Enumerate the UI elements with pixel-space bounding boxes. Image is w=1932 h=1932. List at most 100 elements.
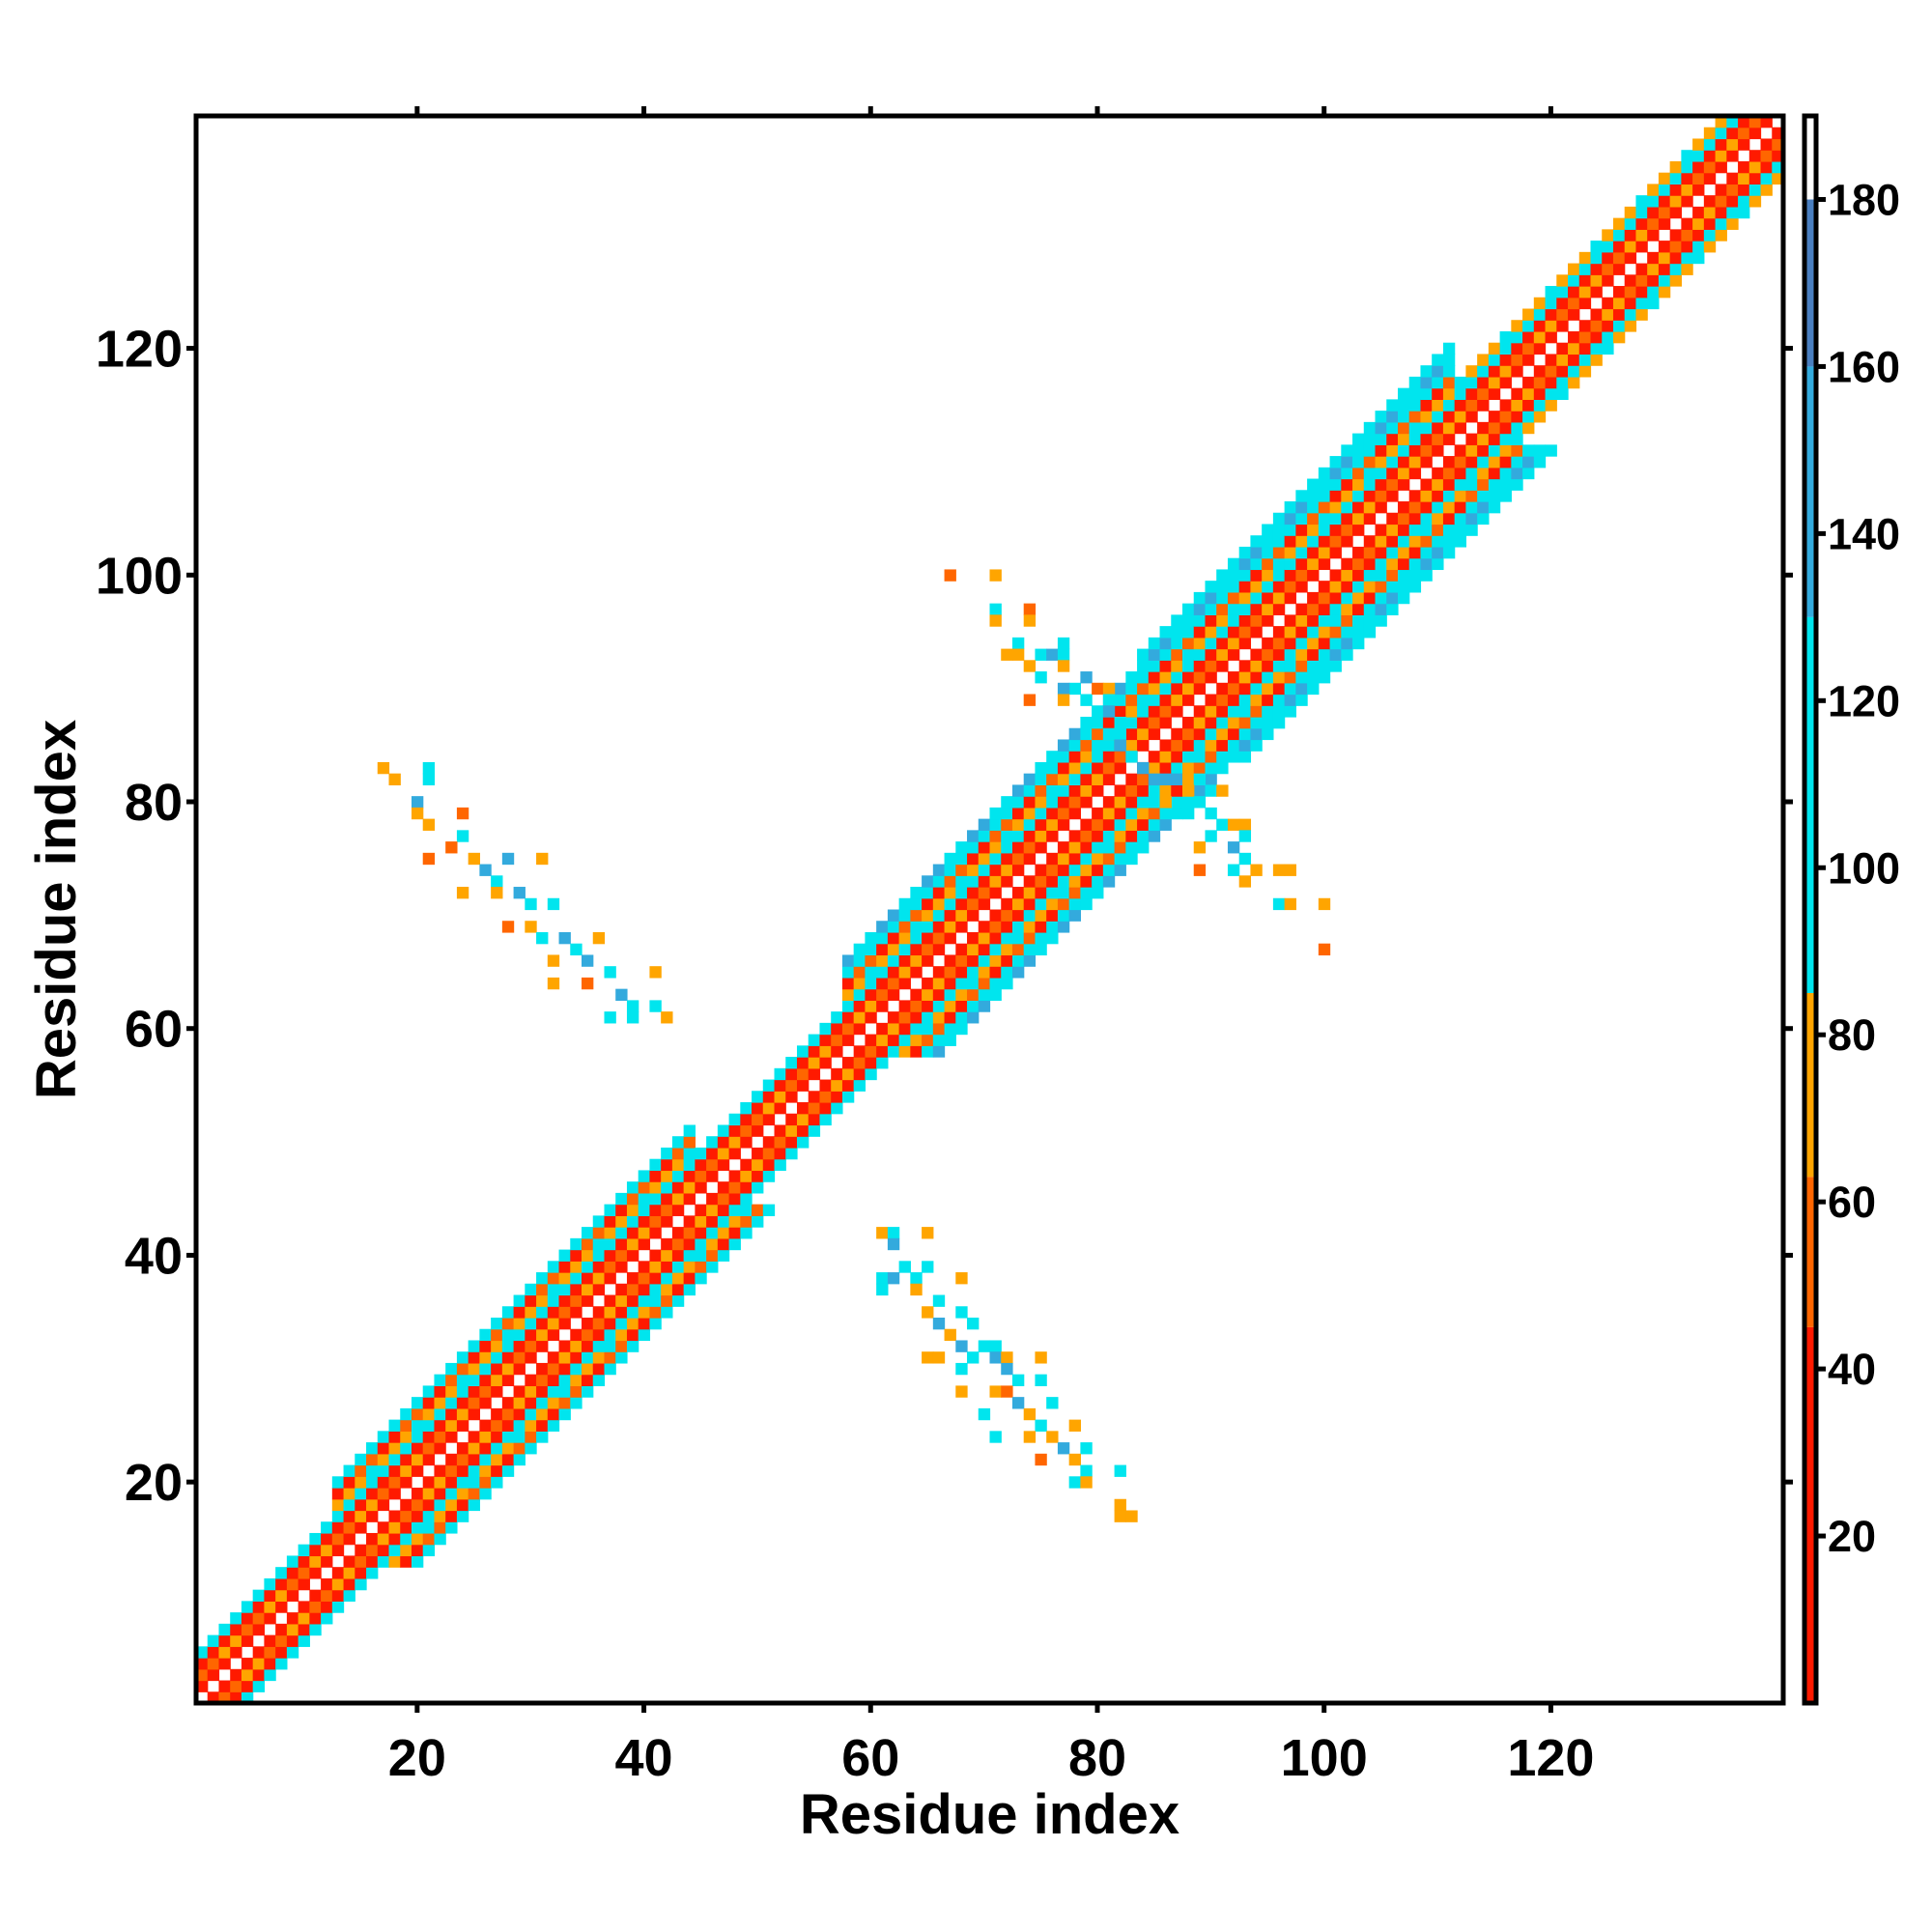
heatmap-cell: [1238, 705, 1252, 718]
heatmap-cell: [967, 943, 980, 956]
heatmap-cell: [865, 977, 877, 990]
heatmap-cell: [1568, 263, 1580, 275]
heatmap-cell: [570, 1340, 582, 1352]
heatmap-cell: [570, 943, 582, 956]
heatmap-cell: [649, 1283, 662, 1296]
heatmap-cell: [582, 1237, 594, 1251]
heatmap-cell: [558, 1385, 571, 1398]
heatmap-cell: [638, 1261, 651, 1273]
heatmap-cell: [1477, 376, 1490, 389]
heatmap-cell: [445, 1464, 458, 1477]
heatmap-cell: [1171, 626, 1183, 639]
heatmap-cell: [1408, 411, 1422, 423]
heatmap-cell: [1250, 581, 1263, 593]
heatmap-cell: [604, 1215, 616, 1228]
heatmap-cell: [1545, 297, 1557, 310]
heatmap-cell: [1669, 251, 1682, 265]
heatmap-cell: [1193, 773, 1207, 786]
heatmap-cell: [1262, 524, 1274, 536]
heatmap-cell: [422, 852, 436, 866]
heatmap-cell: [1080, 887, 1093, 899]
heatmap-cell: [1057, 921, 1070, 933]
heatmap-cell: [1499, 433, 1512, 445]
heatmap-cell: [955, 875, 968, 888]
heatmap-cell: [955, 1022, 968, 1036]
heatmap-cell: [1114, 1498, 1126, 1512]
heatmap-cell: [1193, 591, 1207, 605]
heatmap-cell: [796, 1067, 810, 1081]
heatmap-cell: [1375, 535, 1387, 548]
heatmap-cell: [1442, 433, 1456, 445]
heatmap-cell: [1386, 411, 1399, 423]
heatmap-cell: [910, 1000, 923, 1012]
heatmap-cell: [1408, 421, 1422, 435]
heatmap-cell: [241, 1612, 254, 1625]
heatmap-cell: [1023, 887, 1037, 899]
heatmap-cell: [491, 875, 503, 888]
heatmap-cell: [1363, 535, 1377, 548]
heatmap-cell: [1318, 660, 1331, 672]
heatmap-cell: [582, 1317, 594, 1330]
heatmap-cell: [1545, 399, 1557, 412]
heatmap-cell: [671, 1181, 685, 1194]
heatmap-cell: [671, 1283, 685, 1296]
heatmap-cell: [1738, 160, 1750, 174]
heatmap-cell: [1669, 229, 1682, 242]
heatmap-cell: [479, 1464, 492, 1477]
heatmap-cell: [400, 1407, 412, 1421]
heatmap-cell: [513, 1407, 526, 1421]
heatmap-cell: [1465, 456, 1478, 469]
heatmap-cell: [434, 1374, 446, 1386]
heatmap-cell: [1363, 512, 1377, 526]
heatmap-cell: [558, 1317, 571, 1330]
heatmap-cell: [853, 1022, 867, 1036]
heatmap-cell: [898, 1011, 911, 1024]
heatmap-cell: [445, 1374, 458, 1386]
heatmap-cell: [1023, 954, 1037, 967]
heatmap-cell: [1182, 694, 1195, 706]
heatmap-cell: [1341, 637, 1353, 650]
heatmap-cell: [955, 887, 968, 899]
axis-ticks: 20 40 60 80 100 12020406080100120204060801001…: [96, 106, 1900, 1787]
heatmap-cell: [1227, 626, 1240, 639]
heatmap-cell: [1420, 512, 1433, 526]
heatmap-cell: [1193, 637, 1207, 650]
heatmap-cell: [796, 1045, 810, 1058]
heatmap-cell: [309, 1567, 322, 1579]
heatmap-cell: [1068, 875, 1081, 888]
heatmap-cell: [967, 830, 980, 842]
heatmap-cell: [1205, 660, 1217, 672]
heatmap-cell: [649, 1204, 662, 1216]
heatmap-cell: [831, 1091, 843, 1103]
heatmap-cell: [491, 1464, 503, 1477]
heatmap-cell: [922, 977, 934, 990]
heatmap-cell: [343, 1532, 355, 1546]
heatmap-cell: [1011, 784, 1025, 797]
heatmap-cell: [1658, 251, 1671, 265]
heatmap-cell: [501, 1306, 515, 1319]
heatmap-cell: [1635, 286, 1648, 298]
heatmap-cell: [762, 1170, 776, 1182]
heatmap-cell: [661, 1158, 673, 1172]
heatmap-cell: [876, 1227, 889, 1239]
heatmap-cell: [400, 1453, 412, 1466]
heatmap-cell: [695, 1237, 707, 1251]
heatmap-cell: [286, 1634, 299, 1647]
heatmap-cell: [1307, 591, 1320, 605]
heatmap-cell: [343, 1589, 355, 1602]
heatmap-cell: [683, 1283, 696, 1296]
heatmap-cell: [501, 1328, 515, 1342]
heatmap-cell: [355, 1488, 367, 1500]
heatmap-cell: [491, 1453, 503, 1466]
heatmap-cell: [649, 1261, 662, 1273]
heatmap-cell: [944, 852, 956, 866]
heatmap-cell: [989, 852, 1002, 866]
heatmap-cell: [1227, 682, 1240, 696]
heatmap-cell: [922, 1022, 934, 1036]
heatmap-cell: [808, 1045, 821, 1058]
heatmap-cell: [1193, 761, 1207, 775]
heatmap-cell: [321, 1589, 333, 1602]
heatmap-cell: [1465, 512, 1478, 526]
heatmap-cell: [1068, 897, 1081, 911]
heatmap-cell: [1193, 784, 1207, 797]
